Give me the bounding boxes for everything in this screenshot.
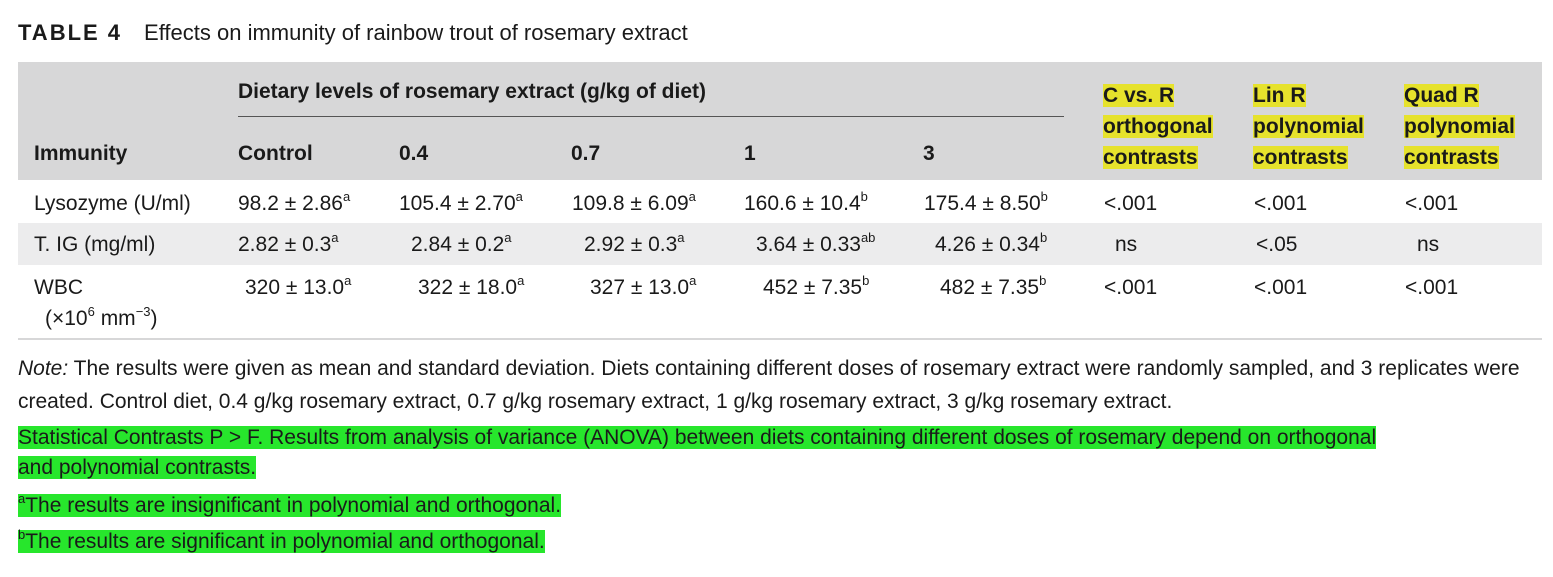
footnote-a: aThe results are insignificant in polyno…: [18, 491, 562, 517]
table-cell: 109.8 ± 6.09a: [572, 189, 696, 215]
dose-1-column-header: 1: [744, 142, 756, 165]
table-cell: 4.26 ± 0.34b: [935, 230, 1048, 256]
table-cell: <.05: [1256, 233, 1298, 256]
table-cell: 105.4 ± 2.70a: [399, 189, 523, 215]
table-cell: <.001: [1104, 276, 1158, 299]
immunity-column-header: Immunity: [34, 142, 128, 165]
row-label-t-ig: T. IG (mg/ml): [34, 233, 156, 256]
table-row-alt-background: [18, 223, 1542, 265]
table-cell: <.001: [1405, 192, 1459, 215]
table-cell: <.001: [1254, 192, 1308, 215]
table-cell: 482 ± 7.35b: [940, 273, 1047, 299]
table-cell: 2.92 ± 0.3a: [584, 230, 685, 256]
table-cell: <.001: [1405, 276, 1459, 299]
table-cell: 327 ± 13.0a: [590, 273, 697, 299]
row-label-wbc-unit: (×106 mm−3): [45, 304, 158, 330]
note-text: The results were given as mean and stand…: [18, 357, 1520, 413]
table-label: TABLE 4: [18, 20, 123, 45]
control-column-header: Control: [238, 142, 313, 165]
table-cell: 452 ± 7.35b: [763, 273, 870, 299]
table-title: Effects on immunity of rainbow trout of …: [144, 20, 688, 45]
table-cell: 98.2 ± 2.86a: [238, 189, 351, 215]
dose-3-column-header: 3: [923, 142, 935, 165]
quad-r-column-header: Quad R polynomial contrasts: [1404, 84, 1515, 169]
lin-r-column-header: Lin R polynomial contrasts: [1253, 84, 1364, 169]
table-cell: ns: [1417, 233, 1440, 256]
row-label-wbc: WBC: [34, 276, 83, 299]
table-cell: <.001: [1104, 192, 1158, 215]
table-cell: 2.82 ± 0.3a: [238, 230, 339, 256]
table-cell: 320 ± 13.0a: [245, 273, 352, 299]
c-vs-r-column-header: C vs. R orthogonal contrasts: [1103, 84, 1213, 169]
dose-group-heading: Dietary levels of rosemary extract (g/kg…: [238, 80, 706, 103]
table-cell: 322 ± 18.0a: [418, 273, 525, 299]
table-cell: 2.84 ± 0.2a: [411, 230, 512, 256]
table-bottom-rule: [18, 338, 1542, 340]
dose-0.7-column-header: 0.7: [571, 142, 601, 165]
table-cell: 160.6 ± 10.4b: [744, 189, 868, 215]
table-cell: 175.4 ± 8.50b: [924, 189, 1048, 215]
group-heading-rule: [238, 116, 1064, 117]
table-cell: <.001: [1254, 276, 1308, 299]
row-label-lysozyme: Lysozyme (U/ml): [34, 192, 191, 215]
footnote-b: bThe results are significant in polynomi…: [18, 527, 545, 553]
table-caption: TABLE 4 Effects on immunity of rainbow tr…: [18, 20, 688, 46]
table-note: Note: The results were given as mean and…: [18, 352, 1538, 418]
note-label: Note:: [18, 357, 69, 380]
dose-0.4-column-header: 0.4: [399, 142, 429, 165]
table-cell: ns: [1115, 233, 1138, 256]
footnote-contrasts: Statistical Contrasts P > F. Results fro…: [18, 426, 1377, 479]
table-cell: 3.64 ± 0.33ab: [756, 230, 876, 256]
